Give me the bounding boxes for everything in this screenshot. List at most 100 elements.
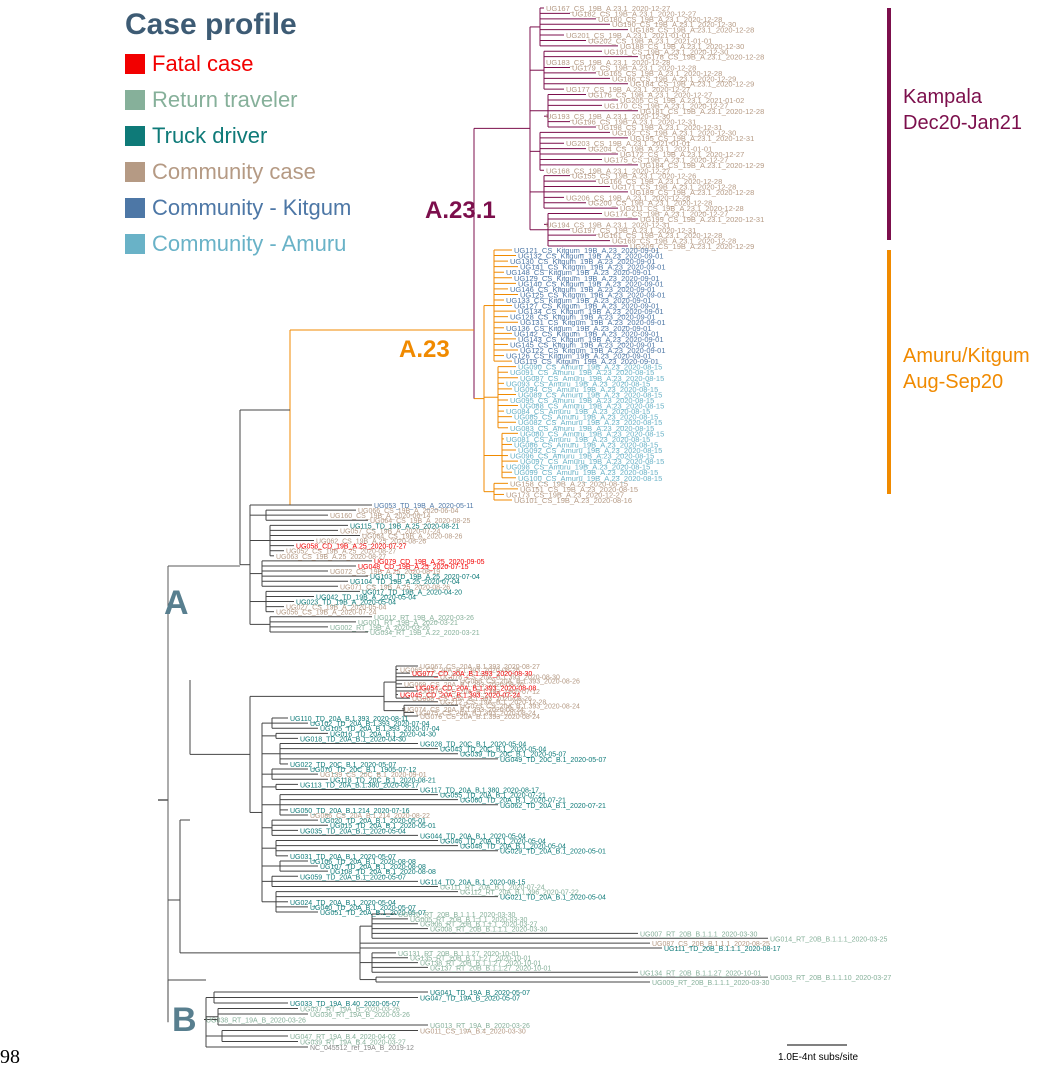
tip-label: UG167_CS_19B_A.23.1_2020-12-27 [546, 4, 670, 13]
tip-label: UG089_CS_Amuru_19B_A.23_2020-08-15 [518, 390, 662, 399]
tip-label: UG160_CS_19B_A_2020-06-14 [330, 513, 431, 520]
tree-branches [158, 7, 768, 1048]
tip-label: UG072_CS_19B_A.25_2020-08-19 [330, 569, 440, 576]
tip-label: UG068_CS_20A_B.1.393_2020-08-26 [412, 696, 532, 703]
tip-label: UG065_CS_20A_B.1.393_2020-08-26 [400, 668, 520, 675]
tip-label: UG178_CS_19B_A.23.1_2020-12-28 [640, 53, 764, 62]
tip-label: UG090_CS_Amuru_19B_A.23_2020-08-15 [518, 363, 662, 372]
tip-label: UG023_TD_19B_A_2020-05-04 [296, 600, 396, 607]
tip-label: UG093_CS_Amuru_19B_A.23_2020-08-15 [506, 379, 650, 388]
tip-label: UG066_CS_19B_A_2020-06-04 [358, 508, 459, 515]
tip-label: UG076_CS_20A_B.1.393_2020-08-24 [420, 714, 540, 721]
tip-label: UG091_CS_Amuru_19B_A.23_2020-08-15 [510, 368, 654, 377]
tip-label: UG199_CS_19B_A.23.1_2020-12-31 [640, 215, 764, 224]
tip-label: UG014_RT_20B_B.1.1.1_2020-03-25 [770, 936, 888, 943]
tip-label: UG100_CS_Amuru_19B_A.23_2020-08-15 [518, 474, 662, 483]
tip-label: UG098_CS_Amuru_19B_A.23_2020-08-15 [506, 463, 650, 472]
tip-label: UG053_TD_19B_A_2020-05-11 [374, 503, 474, 510]
tip-label: UG189_CS_19B_A.23.1_2020-12-28 [630, 188, 754, 197]
tip-label: UG125_CS_Kitgum_19B_A.23_2020-09-01 [520, 290, 666, 299]
tip-label: UG128_CS_Kitgum_19B_A.23_2020-09-01 [510, 313, 656, 322]
tip-label: UG022_TD_20C_B.1_2020-05-07 [290, 762, 396, 769]
tip-label: UG104_TD_19B_A.25_2020-07-04 [350, 579, 460, 586]
tip-label: UG094_CS_Amuru_19B_A.23_2020-08-15 [514, 385, 658, 394]
legend-label: Community - Kitgum [152, 195, 352, 220]
legend-item: Fatal case [125, 46, 351, 82]
tip-label: UG074_CS_20A_B.1.393_2020-08-24 [404, 707, 524, 714]
tip-label: UG105_TD_20A_B.1.393_2020-07-04 [320, 726, 440, 733]
tip-label: UG115_TD_19B_A.25_2020-08-21 [350, 523, 459, 530]
tip-label: UG211_CS_19B_A.23.1_2020-12-28 [620, 204, 744, 213]
tip-label: UG073_CS_20A_B.1.393_2020-08-24 [460, 703, 580, 710]
tip-label: UG209_CS_19B_A.23.1_2020-12-29 [630, 242, 754, 251]
tip-label: UG196_CS_19B_A.23.1_2020-12-31 [572, 118, 696, 127]
tip-label: UG139_CS_20C_B.1_2020-09-01 [320, 772, 427, 779]
tip-label: NC_045512_ref_19A_B_2019-12 [310, 1045, 414, 1052]
tip-label: UG138_RT_20B_B.1.1.27_2020-10-01 [420, 961, 541, 968]
tip-label: UG099_CS_Amuru_19B_A.23_2020-08-15 [514, 468, 658, 477]
tip-label: UG046_TD_20A_B.1_2020-05-04 [440, 839, 546, 846]
tree-tip-labels: UG167_CS_19B_A.23.1_2020-12-27UG182_CS_1… [206, 4, 891, 1052]
tip-label: UG070_TD_20C_B.1_1905-07-12 [310, 767, 416, 774]
tip-label: UG039_RT_19A_B.4_2020-03-27 [300, 1040, 406, 1047]
tip-label: UG031_TD_20A_B.1_2020-05-07 [290, 854, 396, 861]
legend-label: Truck driver [152, 123, 268, 148]
tip-label: UG146_CS_Kitgum_19B_A.23_2020-09-01 [510, 285, 656, 294]
tip-label: UG050_TD_20A_B.1.214_2020-07-16 [290, 808, 410, 815]
legend-item: Truck driver [125, 118, 351, 154]
tip-label: UG201_CS_19B_A.23.1_2021-01-01 [566, 31, 690, 40]
tip-label: UG107_TD_20A_B.1_2020-08-08 [320, 864, 426, 871]
tip-label: UG060_TD_20A_B.1_2020-07-21 [460, 798, 566, 805]
tip-label: UG044_TD_20A_B.1_2020-05-04 [420, 833, 526, 840]
legend-swatch [125, 90, 145, 110]
tip-label: UG009_RT_20B_B.1.1.1_2020-03-30 [652, 980, 770, 987]
tip-label: UG057_CS_19B_A_2020-07-24 [340, 528, 441, 535]
tip-label: UG140_CS_Kitgum_19B_A.23_2020-09-01 [518, 279, 664, 288]
tip-label: UG015_TD_20A_B.1_2020-05-01 [330, 823, 436, 830]
tip-label: UG096_CS_Amuru_19B_A.23_2020-08-15 [510, 452, 654, 461]
legend-swatch [125, 162, 145, 182]
tip-label: UG018_TD_20A_B.1_2020-04-30 [300, 736, 406, 743]
tip-label: UG151_CS_19B_A.23_2020-08-15 [520, 485, 638, 494]
tip-label: UG063_CS_19B_A.25_2020-08-27 [276, 554, 386, 561]
legend-item: Community - Amuru [125, 226, 351, 262]
tip-label: UG040_TD_20A_B.1_2020-05-07 [310, 905, 416, 912]
tip-label: UG075_CS_20A_B.1.393_2020-08-24 [416, 710, 536, 717]
tip-label: UG054_CD_20A_B.1.393_2020-08-08 [416, 685, 536, 692]
tip-label: UG206_CS_19B_A.23.1_2020-12-28 [566, 193, 690, 202]
tip-label: UG049_TD_20C_B.1_2020-05-07 [500, 757, 606, 764]
tip-label: UG168_CS_19B_A.23.1_2020-12-27 [546, 166, 670, 175]
legend-label: Community case [152, 159, 316, 184]
case-profile-legend: Case profile Fatal case Return traveler Tr… [125, 8, 351, 262]
tip-label: UG179_CS_19B_A.23.1_2020-12-28 [572, 64, 696, 73]
tip-label: UG166_CS_19B_A.23.1_2020-12-28 [598, 177, 722, 186]
tip-label: UG182_CS_19B_A.23.1_2020-12-27 [572, 9, 696, 18]
tip-label: UG021_TD_20A_B.1_2020-05-04 [500, 895, 606, 902]
tip-label: UG108_TD_20A_B.1_2020-08-08 [330, 869, 436, 876]
tip-label: UG202_CS_19B_A.23.1_2021-01-01 [588, 36, 712, 45]
tip-label: UG017_TD_19B_A_2020-04-20 [362, 589, 462, 596]
tip-label: UG184_CS_19B_A.23.1_2020-12-29 [630, 80, 754, 89]
amuru-kitgum-region-label: Amuru/Kitgum Aug-Sep20 [903, 345, 1035, 393]
legend-label: Fatal case [152, 51, 254, 76]
legend-item: Community case [125, 154, 351, 190]
tip-label: UG084_CS_Amuru_19B_A.23_2020-08-15 [506, 407, 650, 416]
tip-label: UG055_TD_20A_B.1_2020-07-21 [440, 793, 546, 800]
tip-label: UG127_CS_Kitgum_19B_A.23_2020-09-01 [514, 302, 660, 311]
clade-label-a231: A.23.1 [425, 197, 496, 224]
tip-label: UG062_TD_20A_B.1_2020-07-21 [500, 803, 606, 810]
tip-label: UG170_CS_19B_A.23.1_2020-12-27 [604, 101, 728, 110]
legend-items: Fatal case Return traveler Truck driver Com… [125, 46, 351, 262]
tip-label: UG081_CS_Amuru_19B_A.23_2020-08-15 [506, 435, 650, 444]
tip-label: UG181_CS_19B_A.23.1_2020-12-28 [640, 107, 764, 116]
tip-label: UG172_CS_19B_A.23.1_2020-12-27 [620, 150, 744, 159]
tip-label: UG034_RT_19B_A.22_2020-03-21 [370, 630, 480, 637]
tip-label: UG045_CD_20A_B.1.393_2020-07-24 [400, 693, 520, 700]
tip-label: UG188_CS_19B_A.23.1_2020-12-30 [620, 42, 744, 51]
tip-label: UG067_CS_20A_B.1.393_2020-08-27 [420, 664, 540, 671]
tip-label: UG195_CS_19B_A.23.1_2020-12-31 [630, 134, 754, 143]
tip-label: UG035_TD_20A_B.1_2020-05-04 [300, 828, 406, 835]
amuru-kitgum-region-line-1: Amuru/Kitgum [903, 345, 1030, 367]
tip-label: UG013_RT_19A_B_2020-03-26 [430, 1023, 530, 1030]
tip-label: UG007_RT_20B_B.1.1.1_2020-03-30 [640, 931, 758, 938]
